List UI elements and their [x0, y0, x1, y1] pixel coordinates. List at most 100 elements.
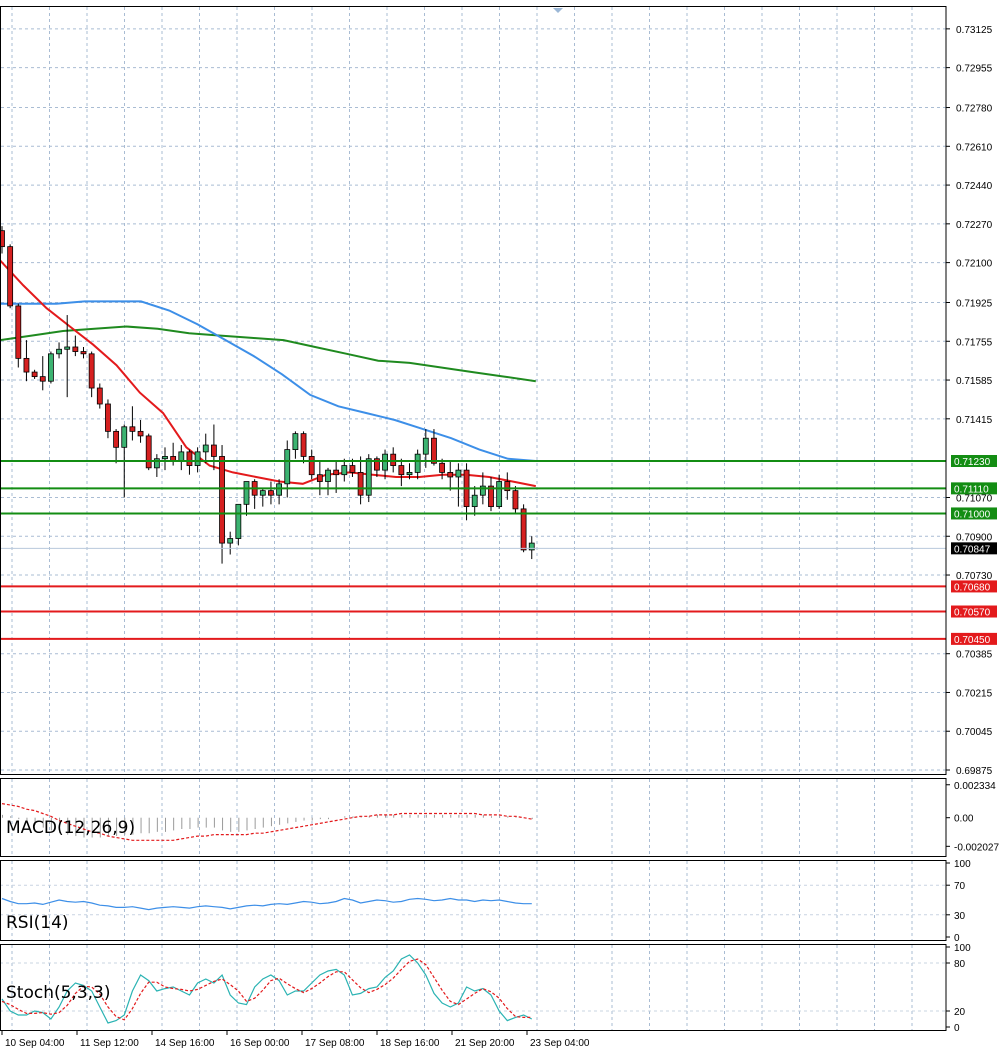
candle-body-bear: [333, 469, 340, 476]
indicator-tick-label: 0.002334: [954, 781, 996, 792]
time-tick-label: 16 Sep 00:00: [230, 1038, 290, 1049]
candle-body-bull: [325, 469, 331, 482]
candle-body-bull: [365, 458, 372, 496]
candle-body-bear: [96, 387, 103, 405]
price-tick-label: 0.72270: [956, 220, 993, 231]
candle-body-bear: [210, 444, 217, 457]
candle: [259, 488, 266, 507]
candle-body-bear: [23, 357, 30, 373]
candle: [431, 429, 437, 466]
candle: [325, 467, 331, 496]
price-tick-label: 0.70215: [956, 688, 993, 699]
level-tag: [951, 632, 997, 645]
candle-body-bear: [390, 453, 397, 466]
price-tick-label: 0.72100: [956, 259, 993, 270]
candle: [0, 226, 5, 254]
level-tag: [951, 507, 997, 520]
price-tick-label: 0.71925: [956, 299, 993, 310]
candle: [512, 486, 519, 514]
ma-mid-line: [0, 300, 536, 462]
time-tick-label: 21 Sep 20:00: [455, 1038, 515, 1049]
candle: [129, 406, 136, 441]
candle: [7, 244, 14, 309]
rsi-line: [1, 897, 532, 911]
support-resistance-levels: 0.71230 0.71110 0.71000 0.70680 0.70570 0.704…: [0, 455, 997, 646]
level-tag: [951, 455, 997, 468]
candle-body-bear: [80, 351, 87, 355]
candle: [105, 399, 111, 439]
candle: [520, 504, 527, 553]
candle-body-bull: [56, 348, 62, 355]
candle: [488, 476, 494, 512]
candle: [390, 447, 397, 473]
candle: [96, 383, 103, 409]
candle: [471, 486, 478, 516]
price-tick-label: 0.72610: [956, 142, 993, 153]
price-tick-label: 0.72780: [956, 104, 993, 115]
price-tick-label: 0.70385: [956, 650, 993, 661]
time-tick-label: 23 Sep 04:00: [530, 1038, 590, 1049]
indicator-tick-label: 80: [954, 959, 966, 970]
candle-body-bull: [382, 453, 388, 471]
candle: [496, 474, 503, 509]
candle-body-bear: [15, 305, 22, 359]
candle-body-bull: [48, 353, 54, 382]
pane-frame: [0, 944, 947, 1031]
candle-body-bear: [145, 435, 152, 469]
pane-frame: [0, 860, 947, 941]
price-tick-label: 0.71070: [956, 493, 993, 504]
candle: [56, 342, 62, 359]
rsi-pane[interactable]: 100 70 30 0: [0, 859, 971, 944]
indicator-tick-label: 100: [954, 943, 971, 954]
price-tick-label: 0.70045: [956, 727, 993, 738]
candle: [48, 351, 54, 384]
price-tick-label: 0.71415: [956, 415, 993, 426]
indicator-tick-label: 0.00: [954, 814, 974, 825]
candle: [243, 481, 250, 516]
candle: [186, 449, 193, 475]
candle: [308, 449, 315, 480]
indicator-tick-label: -0.002027: [954, 842, 999, 853]
ma-slow-line: [0, 325, 536, 383]
candle: [235, 503, 242, 546]
candle: [382, 449, 388, 480]
candle-body-bull: [121, 426, 128, 448]
candle: [300, 431, 307, 464]
ma-fast-line: [0, 259, 536, 488]
candle-body-bull: [292, 433, 299, 450]
candle-body-bear: [373, 458, 380, 471]
candle-body-bull: [284, 449, 291, 485]
candle-body-bear: [113, 430, 119, 448]
candle: [137, 419, 144, 443]
candle: [153, 454, 160, 477]
time-tick-label: 14 Sep 16:00: [155, 1038, 215, 1049]
stoch-pane[interactable]: 100 80 20 0: [0, 943, 971, 1034]
pane-frame: [0, 6, 947, 775]
candle: [72, 335, 79, 357]
price-axis: 0.73125 0.72955 0.72780 0.72610 0.72440 0.722…: [946, 25, 993, 777]
indicator-tick-label: 30: [954, 911, 966, 922]
indicator-tick-label: 70: [954, 881, 966, 892]
stoch-label: Stoch(5,3,3): [6, 983, 111, 1003]
candle-body-bear: [268, 490, 274, 496]
level-tag: [951, 605, 997, 618]
candle: [268, 481, 274, 505]
candle-body-bear: [219, 456, 225, 544]
candle-body-bull: [235, 503, 242, 539]
macd-pane[interactable]: 0.002334 0.00 -0.002027: [1, 781, 999, 854]
candle: [398, 458, 405, 487]
current-price-label: 0.70847: [954, 544, 991, 555]
candle-body-bull: [194, 451, 201, 466]
time-tick-label: 18 Sep 16:00: [380, 1038, 440, 1049]
candle-body-bull: [406, 472, 413, 476]
candle-body-bull: [422, 437, 429, 455]
candle-body-bull: [259, 490, 266, 496]
candle: [219, 445, 225, 564]
candle: [406, 463, 413, 480]
level-tag: [951, 482, 997, 495]
candle: [227, 531, 234, 555]
scroll-marker-icon: [553, 8, 563, 13]
indicator-tick-label: 20: [954, 1007, 966, 1018]
candle-body-bear: [520, 508, 527, 551]
